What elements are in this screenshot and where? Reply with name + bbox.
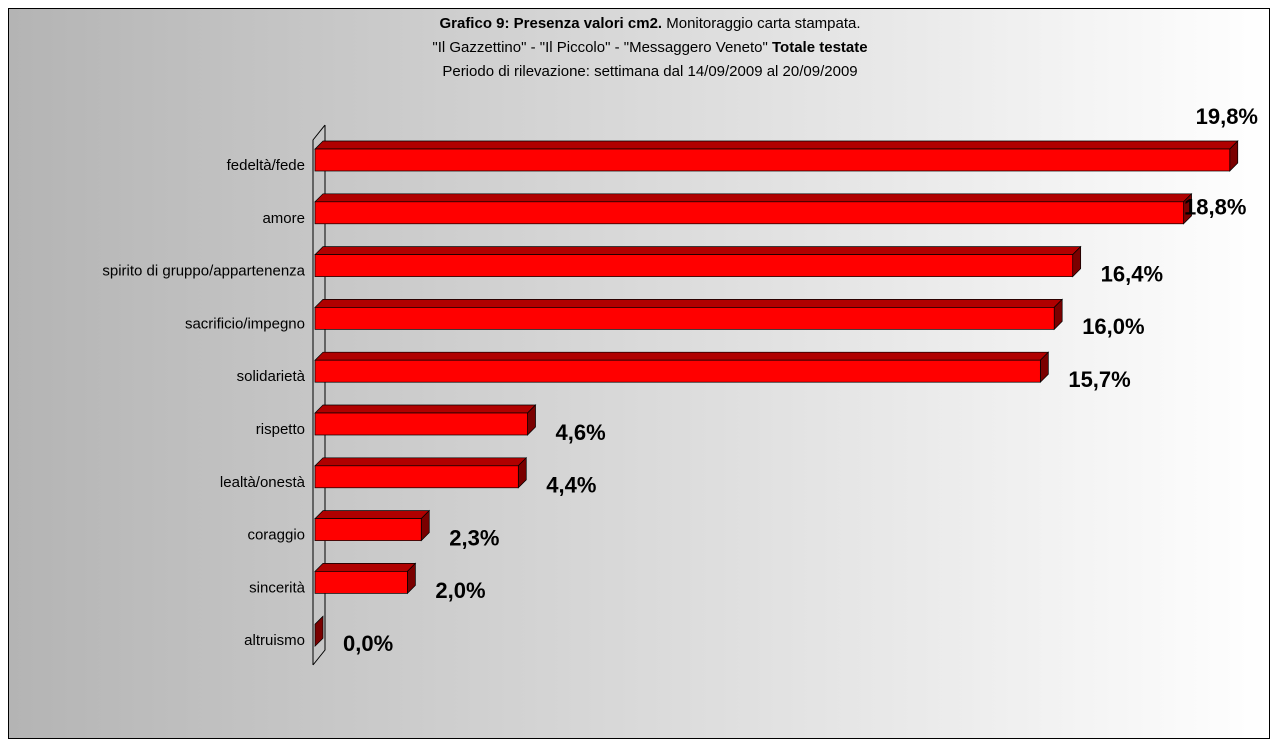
value-label: 4,6%	[556, 420, 606, 445]
value-label: 18,8%	[1184, 195, 1246, 220]
bar-top	[314, 246, 1082, 255]
value-label: 16,0%	[1082, 314, 1144, 339]
bar	[314, 571, 408, 594]
category-label: lealtà/onestà	[220, 474, 306, 491]
category-label: fedeltà/fede	[227, 157, 305, 174]
chart-title: "Il Gazzettino" - "Il Piccolo" - "Messag…	[432, 39, 867, 56]
title-part: "Il Gazzettino" - "Il Piccolo" - "Messag…	[432, 39, 772, 56]
category-label: sincerità	[249, 579, 306, 596]
category-label: sacrificio/impegno	[185, 315, 305, 332]
category-label: solidarietà	[237, 368, 306, 385]
bar-top	[314, 140, 1239, 150]
axis-wall	[312, 124, 326, 665]
value-label: 2,0%	[435, 578, 485, 603]
bar	[314, 359, 1041, 383]
category-label: rispetto	[256, 421, 305, 438]
bar-top	[314, 299, 1064, 308]
value-label: 0,0%	[343, 631, 393, 656]
bar	[314, 254, 1074, 277]
value-label: 16,4%	[1101, 261, 1163, 286]
bar	[314, 465, 519, 489]
category-label: coraggio	[247, 527, 305, 544]
bar-side	[314, 615, 324, 648]
bar-top	[314, 351, 1050, 361]
bar	[314, 201, 1184, 225]
title-part: Totale testate	[772, 39, 868, 56]
bar	[314, 412, 528, 436]
title-part: Monitoraggio carta stampata.	[662, 15, 860, 32]
value-label: 2,3%	[449, 525, 499, 550]
chart-title: Periodo di rilevazione: settimana dal 14…	[442, 63, 857, 80]
category-label: spirito di gruppo/appartenenza	[102, 263, 305, 280]
bar-top	[314, 510, 431, 519]
category-label: altruismo	[244, 632, 305, 649]
title-part: Grafico 9: Presenza valori cm2.	[439, 15, 662, 32]
chart-title: Grafico 9: Presenza valori cm2. Monitora…	[439, 15, 860, 32]
bar-top	[314, 404, 537, 414]
title-part: Periodo di rilevazione: settimana dal 14…	[442, 63, 857, 80]
bar	[314, 307, 1055, 330]
value-label: 19,8%	[1196, 104, 1258, 129]
value-label: 15,7%	[1068, 367, 1130, 392]
value-label: 4,4%	[546, 473, 596, 498]
bar	[314, 518, 422, 541]
category-label: amore	[262, 210, 305, 227]
bar-top	[314, 563, 417, 572]
bar-top	[314, 193, 1193, 203]
bar	[314, 148, 1231, 172]
bar-top	[314, 457, 528, 467]
